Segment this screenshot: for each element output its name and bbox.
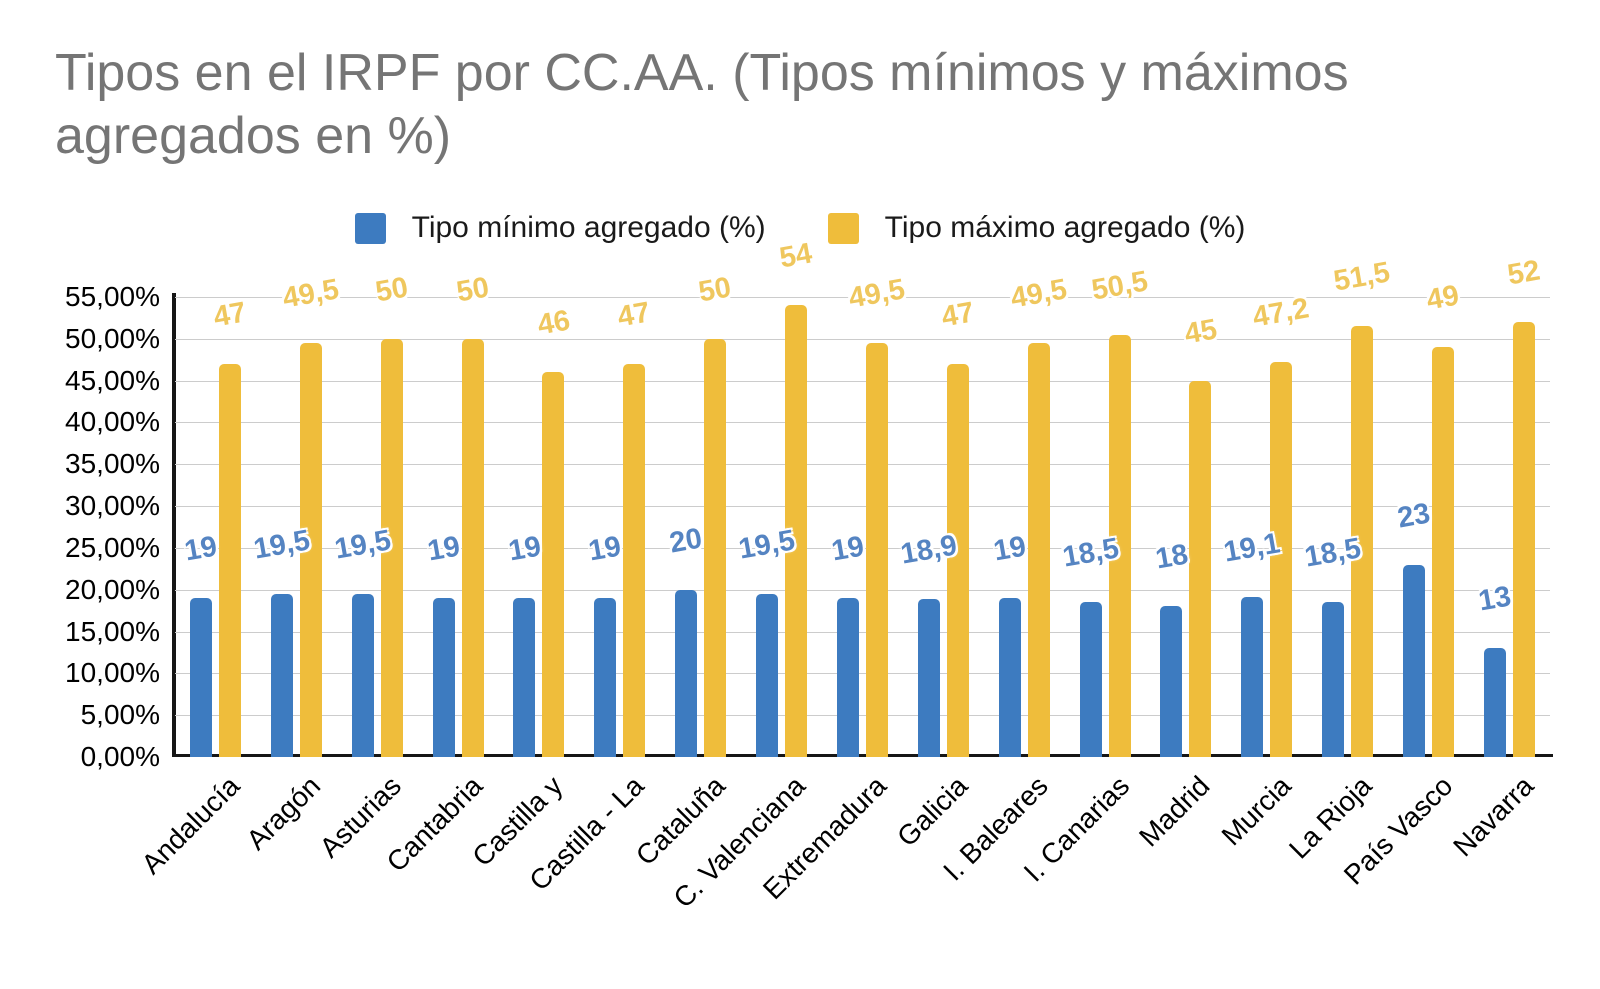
gridline bbox=[175, 380, 1550, 382]
bar-group-13: 18 45 bbox=[1146, 297, 1227, 757]
y-axis-tick-label: 0,00% bbox=[80, 741, 160, 772]
chart-title: Tipos en el IRPF por CC.AA. (Tipos mínim… bbox=[55, 44, 1349, 166]
bar-max-13[interactable] bbox=[1189, 380, 1212, 757]
bar-group-4: 19 50 bbox=[418, 271, 499, 757]
bar-group-17: 13 52 bbox=[1469, 255, 1550, 757]
legend-label-max: Tipo máximo agregado (%) bbox=[884, 211, 1246, 244]
bar-max-8[interactable] bbox=[785, 305, 808, 757]
gridline bbox=[175, 464, 1550, 466]
gridline bbox=[175, 506, 1550, 508]
bar-max-11[interactable] bbox=[1027, 343, 1050, 757]
bar-max-14[interactable] bbox=[1270, 362, 1293, 757]
x-axis-line bbox=[172, 754, 1553, 757]
bar-group-15: 18,5 51,5 bbox=[1303, 257, 1393, 757]
bar-group-8: 19,5 54 bbox=[736, 238, 822, 757]
gridline bbox=[175, 422, 1550, 424]
bar-group-2: 19,5 49,5 bbox=[251, 273, 341, 757]
x-axis-label-1: Andalucía bbox=[135, 770, 246, 880]
bar-group-14: 19,1 47,2 bbox=[1222, 293, 1312, 757]
bar-min-7[interactable] bbox=[675, 589, 698, 757]
gridline bbox=[175, 589, 1550, 591]
y-axis-tick-label: 45,00% bbox=[65, 364, 160, 396]
y-axis-tick-label: 20,00% bbox=[65, 573, 160, 605]
bar-max-17[interactable] bbox=[1512, 322, 1535, 757]
y-axis-tick-label: 10,00% bbox=[65, 657, 160, 689]
bar-max-10[interactable] bbox=[946, 363, 969, 757]
bar-group-7: 20 50 bbox=[660, 271, 741, 757]
bar-group-10: 18,9 47 bbox=[898, 296, 984, 757]
bar-max-12[interactable] bbox=[1108, 334, 1131, 757]
y-axis-tick-label: 35,00% bbox=[65, 448, 160, 480]
bar-group-9: 19 49,5 bbox=[822, 273, 907, 757]
bar-group-1: 19 47 bbox=[175, 296, 256, 757]
legend-item-tipo-minimo[interactable]: Tipo mínimo agregado (%) bbox=[354, 211, 766, 245]
bar-min-1[interactable] bbox=[189, 598, 212, 757]
legend: Tipo mínimo agregado (%) Tipo máximo agr… bbox=[0, 204, 1600, 252]
bar-min-17[interactable] bbox=[1483, 648, 1506, 757]
bar-max-6[interactable] bbox=[623, 363, 646, 757]
bar-min-16[interactable] bbox=[1403, 564, 1426, 757]
plot-area: 19 47 19,5 49,5 19,5 50 19 50 19 46 19 47 20 50 19,5 54… bbox=[175, 238, 1550, 757]
bar-min-13[interactable] bbox=[1160, 606, 1183, 757]
bar-min-2[interactable] bbox=[270, 593, 293, 757]
y-axis-line bbox=[172, 293, 176, 757]
gridline bbox=[175, 673, 1550, 675]
y-axis-tick-label: 55,00% bbox=[65, 281, 160, 312]
bar-max-15[interactable] bbox=[1351, 326, 1374, 757]
bar-max-3[interactable] bbox=[380, 338, 403, 757]
bar-min-8[interactable] bbox=[756, 593, 779, 757]
y-axis-tick-label: 15,00% bbox=[65, 615, 160, 647]
bar-max-1[interactable] bbox=[218, 363, 241, 757]
bar-min-3[interactable] bbox=[351, 593, 374, 757]
gridline bbox=[175, 338, 1550, 340]
y-axis-tick-label: 40,00% bbox=[65, 406, 160, 438]
y-axis-tick-label: 5,00% bbox=[80, 699, 160, 731]
gridline bbox=[175, 297, 1550, 298]
legend-item-tipo-maximo[interactable]: Tipo máximo agregado (%) bbox=[827, 211, 1246, 245]
bar-group-12: 18,5 50,5 bbox=[1060, 265, 1150, 757]
bar-value-label-max-15: 51,5 bbox=[1331, 256, 1393, 298]
bar-group-3: 19,5 50 bbox=[332, 271, 418, 757]
bar-group-6: 19 47 bbox=[579, 296, 660, 757]
x-axis-label-2: Aragón bbox=[240, 770, 327, 856]
gridline bbox=[175, 715, 1550, 717]
bar-group-5: 19 46 bbox=[499, 297, 580, 757]
bar-max-16[interactable] bbox=[1432, 347, 1455, 757]
bar-max-7[interactable] bbox=[704, 338, 727, 757]
bar-groups: 19 47 19,5 49,5 19,5 50 19 50 19 46 19 47 20 50 19,5 54… bbox=[175, 238, 1550, 757]
bar-max-5[interactable] bbox=[542, 372, 565, 757]
bar-min-9[interactable] bbox=[836, 598, 859, 757]
x-axis-label-13: Madrid bbox=[1133, 770, 1216, 853]
y-axis-tick-label: 25,00% bbox=[65, 531, 160, 563]
legend-swatch-min-icon bbox=[354, 212, 386, 244]
bar-min-12[interactable] bbox=[1079, 602, 1102, 757]
x-axis-label-17: Navarra bbox=[1447, 770, 1540, 863]
bar-value-label-max-17: 52 bbox=[1505, 254, 1543, 292]
bar-min-14[interactable] bbox=[1241, 597, 1264, 757]
bar-min-10[interactable] bbox=[917, 598, 940, 757]
gridline bbox=[175, 631, 1550, 633]
gridline bbox=[175, 547, 1550, 549]
y-axis-tick-label: 30,00% bbox=[65, 490, 160, 522]
bar-min-5[interactable] bbox=[513, 598, 536, 757]
bar-group-11: 19 49,5 bbox=[984, 273, 1069, 757]
bar-min-15[interactable] bbox=[1322, 602, 1345, 757]
legend-swatch-max-icon bbox=[827, 212, 859, 244]
bar-min-6[interactable] bbox=[594, 598, 617, 757]
bar-min-11[interactable] bbox=[998, 598, 1021, 757]
bar-max-2[interactable] bbox=[299, 343, 322, 757]
y-axis-labels: 55,00% 50,00% 45,00% 40,00% 35,00% 30,00% 25,0… bbox=[10, 281, 160, 772]
bar-group-16: 23 49 bbox=[1388, 280, 1469, 757]
bar-min-4[interactable] bbox=[432, 598, 455, 757]
bar-max-9[interactable] bbox=[865, 343, 888, 757]
y-axis-tick-label: 50,00% bbox=[65, 322, 160, 354]
bar-max-4[interactable] bbox=[461, 338, 484, 757]
legend-label-min: Tipo mínimo agregado (%) bbox=[411, 211, 766, 244]
